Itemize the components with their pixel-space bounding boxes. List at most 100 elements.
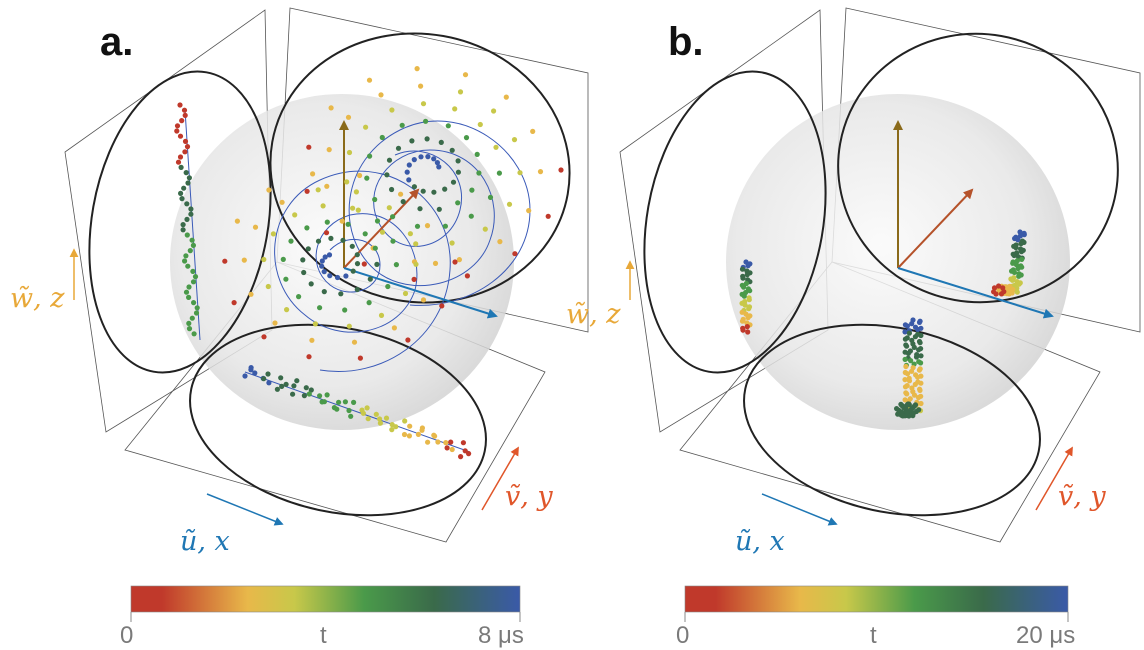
trajectory-point — [739, 318, 746, 324]
trajectory-point — [458, 454, 464, 460]
trajectory-point — [326, 147, 332, 153]
trajectory-point — [420, 297, 427, 303]
trajectory-point — [182, 149, 188, 155]
panel-b-v-vector — [897, 188, 974, 269]
trajectory-point — [192, 274, 199, 280]
trajectory-point — [272, 320, 278, 326]
trajectory-point — [1016, 281, 1022, 287]
trajectory-point — [378, 312, 385, 318]
trajectory-point — [906, 378, 913, 384]
trajectory-point — [409, 138, 415, 144]
trajectory-point — [491, 108, 497, 114]
trajectory-point — [431, 156, 437, 162]
trajectory-point — [338, 291, 344, 297]
trajectory-point — [419, 425, 425, 431]
trajectory-point — [265, 283, 271, 290]
panel-a-w-axis-label: w̃, z — [10, 283, 65, 314]
trajectory-point — [452, 106, 458, 112]
trajectory-point — [178, 164, 184, 170]
panel-b-u-vector — [897, 267, 1054, 319]
trajectory-point — [346, 149, 353, 156]
trajectory-point — [339, 218, 345, 224]
trajectory-point — [482, 226, 488, 232]
trajectory-point — [391, 325, 397, 331]
trajectory-point — [476, 170, 482, 176]
trajectory-point — [915, 374, 921, 380]
trajectory-point — [181, 107, 188, 113]
trajectory-point — [390, 214, 396, 220]
panel-b-trajectory-points — [739, 229, 1027, 419]
trajectory-point — [292, 212, 298, 218]
trajectory-point — [469, 187, 475, 193]
trajectory-point — [1000, 285, 1006, 291]
trajectory-point — [895, 411, 901, 417]
trajectory-point — [911, 344, 917, 350]
trajectory-point — [278, 375, 284, 381]
trajectory-point — [452, 259, 458, 265]
trajectory-point — [743, 280, 750, 287]
trajectory-point — [328, 105, 334, 111]
trajectory-point — [402, 290, 409, 297]
trajectory-point — [497, 239, 503, 245]
panel-a-colorbar-mid: t — [320, 622, 327, 649]
trajectory-point — [420, 188, 426, 194]
trajectory-point — [372, 245, 378, 251]
trajectory-point — [326, 252, 333, 258]
trajectory-point — [435, 439, 441, 445]
trajectory-point — [512, 251, 518, 257]
trajectory-point — [248, 291, 254, 297]
trajectory-point — [364, 405, 370, 411]
trajectory-point — [373, 411, 379, 417]
trajectory-point — [317, 393, 323, 399]
trajectory-point — [991, 285, 998, 291]
trajectory-point — [739, 266, 746, 272]
trajectory-point — [359, 407, 365, 413]
trajectory-point — [315, 238, 322, 244]
trajectory-point — [182, 112, 188, 118]
trajectory-point — [918, 400, 924, 407]
trajectory-point — [449, 240, 455, 246]
trajectory-point — [187, 248, 193, 254]
trajectory-point — [389, 427, 395, 433]
trajectory-point — [389, 422, 395, 428]
trajectory-point — [389, 186, 395, 193]
trajectory-point — [189, 237, 195, 243]
trajectory-point — [406, 433, 412, 439]
trajectory-point — [261, 334, 267, 340]
trajectory-point — [323, 230, 330, 236]
trajectory-point — [506, 201, 513, 207]
trajectory-point — [351, 339, 358, 345]
trajectory-point — [466, 451, 472, 457]
trajectory-point — [411, 276, 417, 282]
trajectory-point — [241, 257, 247, 263]
panel-a-u-vector — [343, 267, 498, 319]
trajectory-point — [402, 418, 408, 424]
trajectory-point — [908, 358, 914, 364]
trajectory-point — [306, 144, 312, 150]
panel-a-label: a. — [100, 20, 133, 64]
trajectory-point — [993, 291, 999, 297]
trajectory-point — [398, 191, 404, 197]
trajectory-point — [747, 288, 753, 294]
trajectory-point — [1017, 233, 1024, 239]
trajectory-point — [918, 380, 924, 386]
panel-a: a. w̃, z ũ, x ṽ, y — [10, 7, 589, 649]
trajectory-point — [366, 300, 372, 306]
trajectory-point — [174, 123, 181, 129]
panel-b-colorbar — [684, 585, 1069, 613]
trajectory-point — [456, 257, 462, 263]
trajectory-point — [385, 283, 391, 290]
panel-b-colorbar-mid: t — [870, 622, 877, 649]
trajectory-point — [315, 187, 321, 193]
panel-b-colorbar-min: 0 — [676, 622, 689, 649]
panel-a-v-axis-arrow — [481, 446, 519, 511]
trajectory-point — [378, 92, 384, 98]
trajectory-point — [418, 83, 424, 89]
trajectory-point — [917, 340, 923, 346]
trajectory-point — [1018, 249, 1025, 255]
trajectory-point — [517, 170, 523, 176]
trajectory-point — [904, 343, 910, 349]
panel-b-yz-circle — [643, 70, 827, 374]
panel-b: b. w̃, z ũ, x ṽ, y 0 t 20 μs — [566, 7, 1141, 649]
trajectory-point — [193, 310, 200, 316]
